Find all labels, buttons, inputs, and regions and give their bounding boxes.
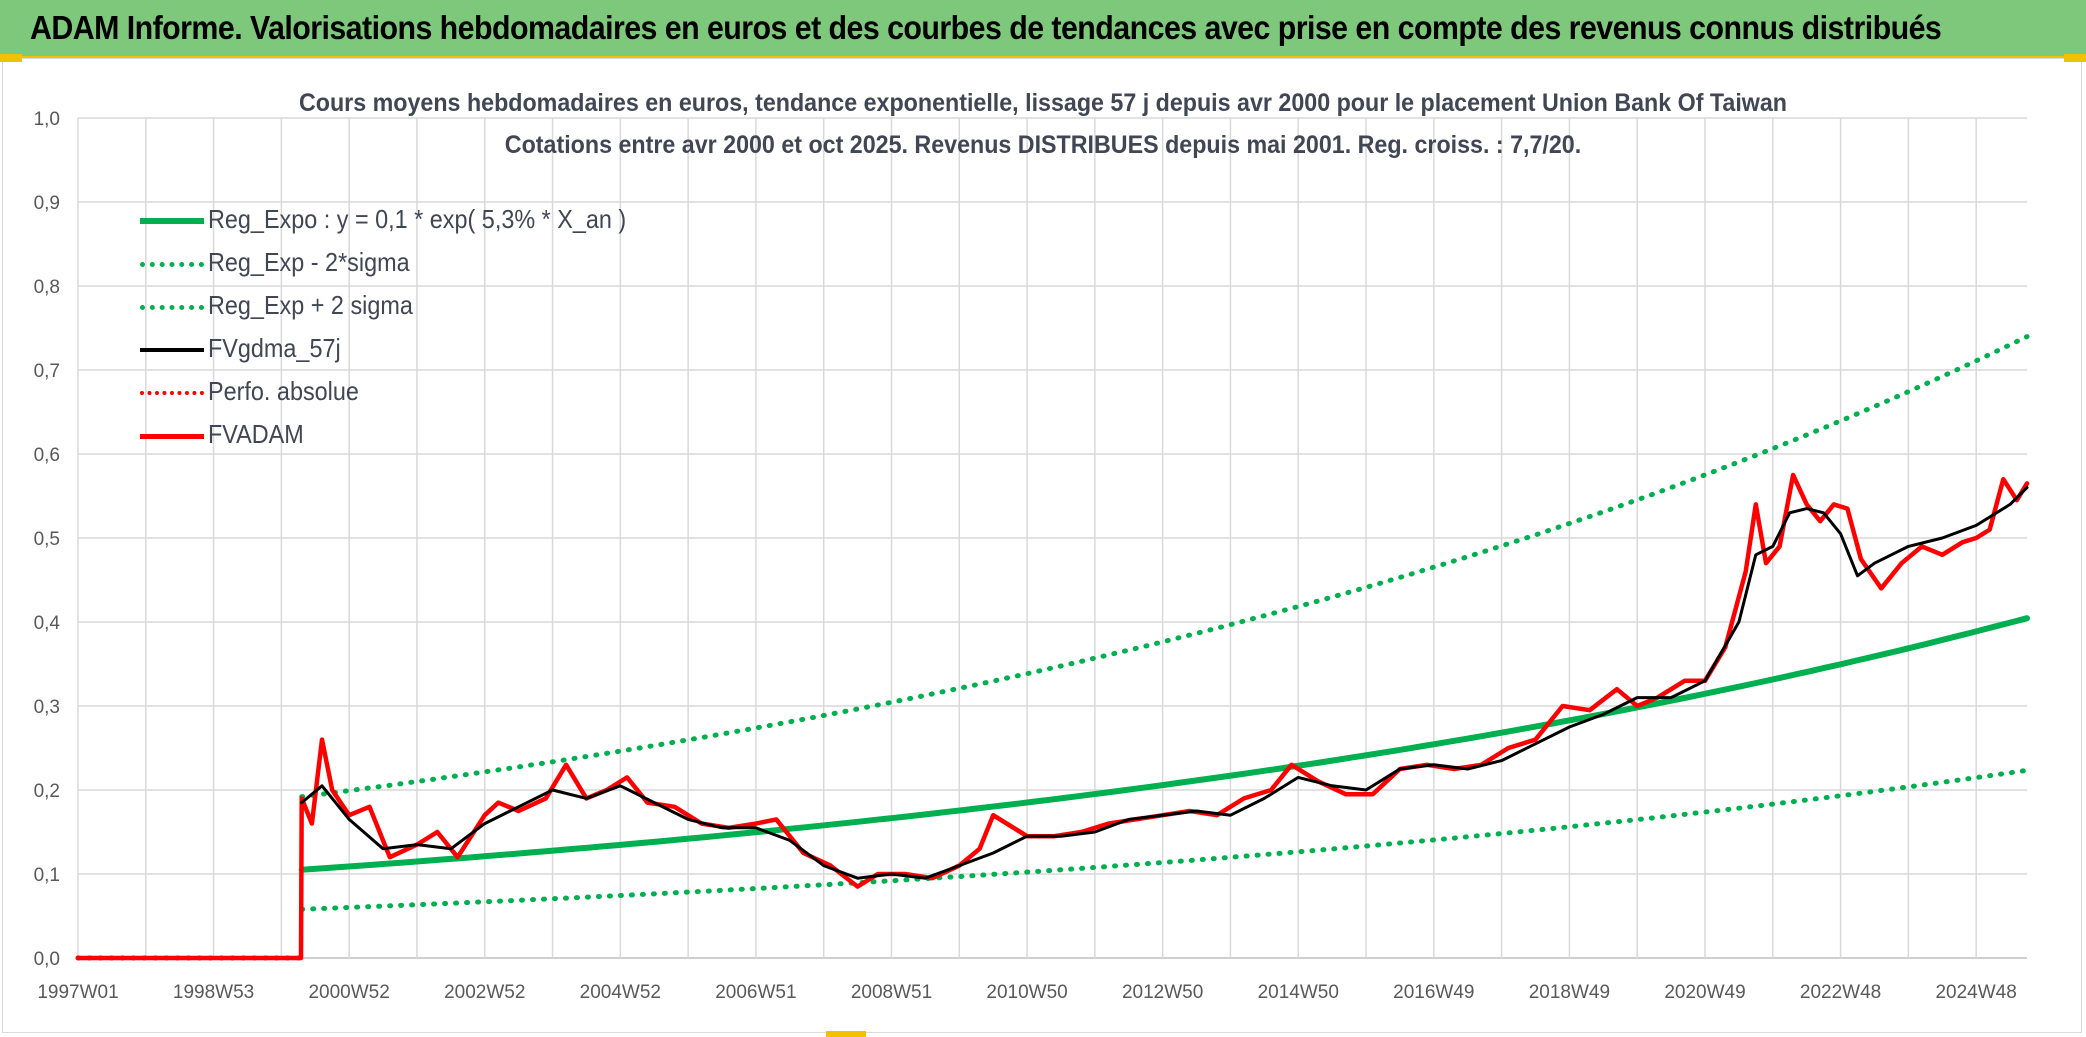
x-tick-label: 2012W50	[1122, 982, 1203, 1003]
legend-swatch	[140, 348, 204, 352]
x-tick-label: 2010W50	[986, 982, 1067, 1003]
x-tick-label: 2008W51	[851, 982, 932, 1003]
legend-swatch	[140, 262, 204, 267]
legend-swatch	[140, 434, 204, 439]
x-tick-label: 2014W50	[1258, 982, 1339, 1003]
legend-label: Reg_Exp + 2 sigma	[208, 290, 413, 320]
y-tick-label: 0,8	[34, 277, 60, 298]
bottom-marker	[826, 1031, 866, 1037]
chart-grid	[77, 117, 2027, 959]
series-line-3	[300, 486, 2029, 880]
chart-subtitle: Cotations entre avr 2000 et oct 2025. Re…	[504, 131, 1582, 159]
x-tick-label: 2002W52	[444, 982, 525, 1003]
legend-label: Reg_Expo : y = 0,1 * exp( 5,3% * X_an )	[208, 204, 627, 234]
y-axis-ticks: 0,0 0,1 0,2 0,3 0,4 0,5 0,6 0,7 0,8 0,9 1,0	[34, 109, 61, 970]
corner-marker	[0, 54, 22, 62]
legend-label: Reg_Exp - 2*sigma	[208, 247, 410, 277]
y-tick-label: 0,4	[34, 613, 61, 634]
x-tick-label: 2024W48	[1935, 982, 2016, 1003]
y-tick-label: 0,3	[34, 697, 60, 718]
y-tick-label: 0,2	[34, 781, 60, 802]
header-title: ADAM Informe. Valorisations hebdomadaire…	[30, 9, 1942, 46]
x-tick-label: 2020W49	[1664, 982, 1745, 1003]
y-tick-label: 0,6	[34, 445, 60, 466]
x-axis-ticks: 1997W01 1998W53 2000W52 2002W52 2004W52 2006W…	[37, 982, 2017, 1003]
chart-title: Cours moyens hebdomadaires en euros, ten…	[298, 89, 1788, 117]
y-tick-label: 0,5	[34, 529, 60, 550]
legend-label: Perfo. absolue	[208, 376, 359, 406]
x-tick-label: 2004W52	[580, 982, 661, 1003]
series-line-5	[75, 472, 2030, 961]
x-tick-label: 2006W51	[715, 982, 796, 1003]
x-tick-label: 1997W01	[37, 982, 118, 1003]
y-tick-label: 0,1	[34, 865, 60, 886]
series-line-1	[299, 767, 2030, 912]
y-tick-label: 1,0	[34, 109, 60, 130]
chart-series	[75, 334, 2030, 961]
legend-label: FVgdma_57j	[208, 333, 341, 363]
y-tick-label: 0,9	[34, 193, 60, 214]
x-tick-label: 2000W52	[308, 982, 389, 1003]
series-line-0	[298, 615, 2030, 873]
legend-swatch	[140, 305, 204, 310]
header-banner: ADAM Informe. Valorisations hebdomadaire…	[0, 0, 2086, 58]
y-tick-label: 0,0	[34, 949, 60, 970]
x-tick-label: 2018W49	[1529, 982, 1610, 1003]
legend-swatch	[140, 218, 204, 224]
x-tick-label: 2022W48	[1800, 982, 1881, 1003]
series-line-2	[299, 334, 2030, 800]
legend-label: FVADAM	[208, 419, 304, 449]
corner-marker	[2064, 54, 2086, 62]
legend-swatch	[140, 391, 204, 395]
x-tick-label: 1998W53	[173, 982, 254, 1003]
y-tick-label: 0,7	[34, 361, 60, 382]
x-tick-label: 2016W49	[1393, 982, 1474, 1003]
